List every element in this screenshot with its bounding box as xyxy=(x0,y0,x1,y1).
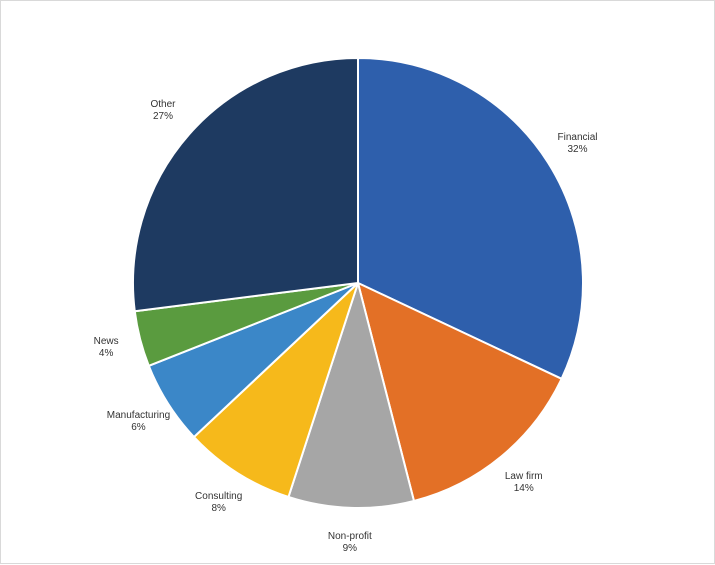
slice-label: Financial32% xyxy=(558,132,598,156)
pie-chart xyxy=(1,1,715,565)
slice-label-name: Non-profit xyxy=(328,531,372,543)
slice-label: Non-profit9% xyxy=(328,531,372,555)
slice-label-percent: 9% xyxy=(328,543,372,555)
chart-frame: Financial32% Law firm14% Non-profit9% Consu… xyxy=(0,0,715,564)
slice-label-percent: 14% xyxy=(505,483,543,495)
slice-label-percent: 8% xyxy=(195,503,242,515)
slice-label-name: Manufacturing xyxy=(107,410,170,422)
slice-label: Consulting8% xyxy=(195,491,242,515)
slice-label-percent: 6% xyxy=(107,422,170,434)
slice-label-name: Law firm xyxy=(505,471,543,483)
slice-label-name: Consulting xyxy=(195,491,242,503)
slice-label-percent: 4% xyxy=(94,348,119,360)
slice-label-percent: 32% xyxy=(558,144,598,156)
slice-label: Manufacturing6% xyxy=(107,410,170,434)
slice-label-percent: 27% xyxy=(150,111,175,123)
slice-label: Other27% xyxy=(150,99,175,123)
slice-label: Law firm14% xyxy=(505,471,543,495)
slice-label: News4% xyxy=(94,336,119,360)
slice-label-name: News xyxy=(94,336,119,348)
slice-label-name: Other xyxy=(150,99,175,111)
slice-label-name: Financial xyxy=(558,132,598,144)
pie-slice xyxy=(133,58,358,311)
